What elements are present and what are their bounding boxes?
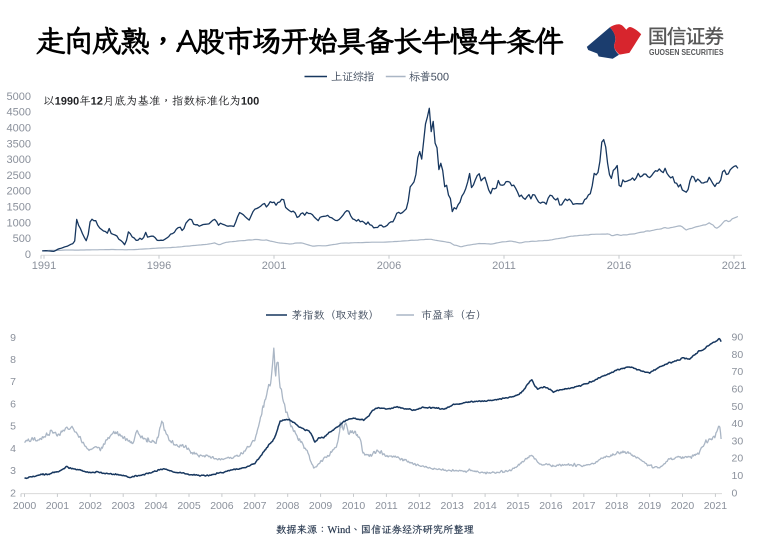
svg-text:7: 7 (10, 376, 16, 388)
svg-text:90: 90 (732, 331, 744, 343)
svg-text:20: 20 (732, 453, 744, 465)
svg-text:2007: 2007 (243, 500, 267, 512)
svg-text:2: 2 (10, 487, 16, 499)
svg-text:80: 80 (732, 349, 744, 361)
svg-text:2500: 2500 (7, 170, 31, 182)
svg-text:0: 0 (25, 249, 31, 261)
svg-text:3000: 3000 (7, 154, 31, 166)
svg-text:2011: 2011 (375, 500, 398, 512)
svg-text:1500: 1500 (7, 202, 31, 214)
svg-text:2010: 2010 (342, 500, 366, 512)
svg-text:2014: 2014 (473, 500, 497, 512)
svg-text:50: 50 (732, 401, 744, 413)
svg-text:3500: 3500 (7, 138, 31, 150)
svg-text:2003: 2003 (112, 500, 136, 512)
svg-text:2011: 2011 (492, 260, 516, 272)
svg-text:2009: 2009 (309, 500, 333, 512)
svg-text:GUOSEN SECURITIES: GUOSEN SECURITIES (649, 47, 724, 57)
svg-text:2018: 2018 (605, 500, 629, 512)
svg-text:2004: 2004 (144, 500, 168, 512)
svg-text:2006: 2006 (377, 260, 401, 272)
svg-text:2015: 2015 (506, 500, 530, 512)
svg-text:2021: 2021 (722, 260, 746, 272)
svg-text:2002: 2002 (79, 500, 103, 512)
svg-text:2016: 2016 (539, 500, 563, 512)
svg-text:2000: 2000 (13, 500, 37, 512)
svg-text:2017: 2017 (572, 500, 596, 512)
svg-text:40: 40 (732, 418, 744, 430)
svg-text:2019: 2019 (638, 500, 662, 512)
svg-text:3: 3 (10, 465, 16, 477)
svg-text:1991: 1991 (32, 260, 56, 272)
svg-text:2016: 2016 (607, 260, 631, 272)
svg-text:1996: 1996 (147, 260, 171, 272)
svg-text:2021: 2021 (704, 500, 728, 512)
svg-text:500: 500 (13, 233, 31, 245)
svg-text:8: 8 (10, 354, 16, 366)
svg-text:30: 30 (732, 435, 744, 447)
svg-text:10: 10 (732, 470, 744, 482)
svg-text:5: 5 (10, 421, 16, 433)
svg-text:5000: 5000 (7, 91, 31, 103)
svg-text:4000: 4000 (7, 123, 31, 135)
svg-text:2012: 2012 (408, 500, 432, 512)
svg-text:60: 60 (732, 383, 744, 395)
svg-text:9: 9 (10, 332, 16, 344)
svg-text:2001: 2001 (46, 500, 70, 512)
svg-text:0: 0 (732, 487, 738, 499)
svg-text:2020: 2020 (671, 500, 695, 512)
svg-text:6: 6 (10, 399, 16, 411)
svg-text:2006: 2006 (210, 500, 234, 512)
svg-text:4: 4 (10, 443, 16, 455)
svg-text:4500: 4500 (7, 107, 31, 119)
svg-text:70: 70 (732, 366, 744, 378)
svg-text:2005: 2005 (177, 500, 201, 512)
svg-text:2013: 2013 (441, 500, 465, 512)
svg-text:2001: 2001 (262, 260, 286, 272)
svg-text:2000: 2000 (7, 186, 31, 198)
svg-text:1000: 1000 (7, 217, 31, 229)
svg-text:2008: 2008 (276, 500, 300, 512)
